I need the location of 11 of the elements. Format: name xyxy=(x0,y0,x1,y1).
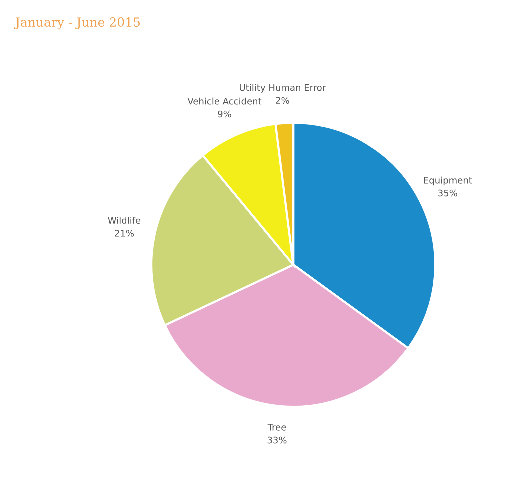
slice-label: Equipment xyxy=(424,176,472,186)
data-label: 35% xyxy=(438,190,458,197)
slice-label: Tree xyxy=(268,424,286,431)
chart-title: January - June 2015 xyxy=(14,18,140,30)
data-label: 9% xyxy=(218,110,232,118)
data-label: 33% xyxy=(268,436,287,444)
slice-label: Vehicle Accident xyxy=(188,98,262,105)
slice-label: Utility Human Error xyxy=(240,84,326,93)
slice-label: Wildlife xyxy=(108,217,141,224)
data-label: 21% xyxy=(115,230,134,237)
data-label: 2% xyxy=(276,97,290,104)
